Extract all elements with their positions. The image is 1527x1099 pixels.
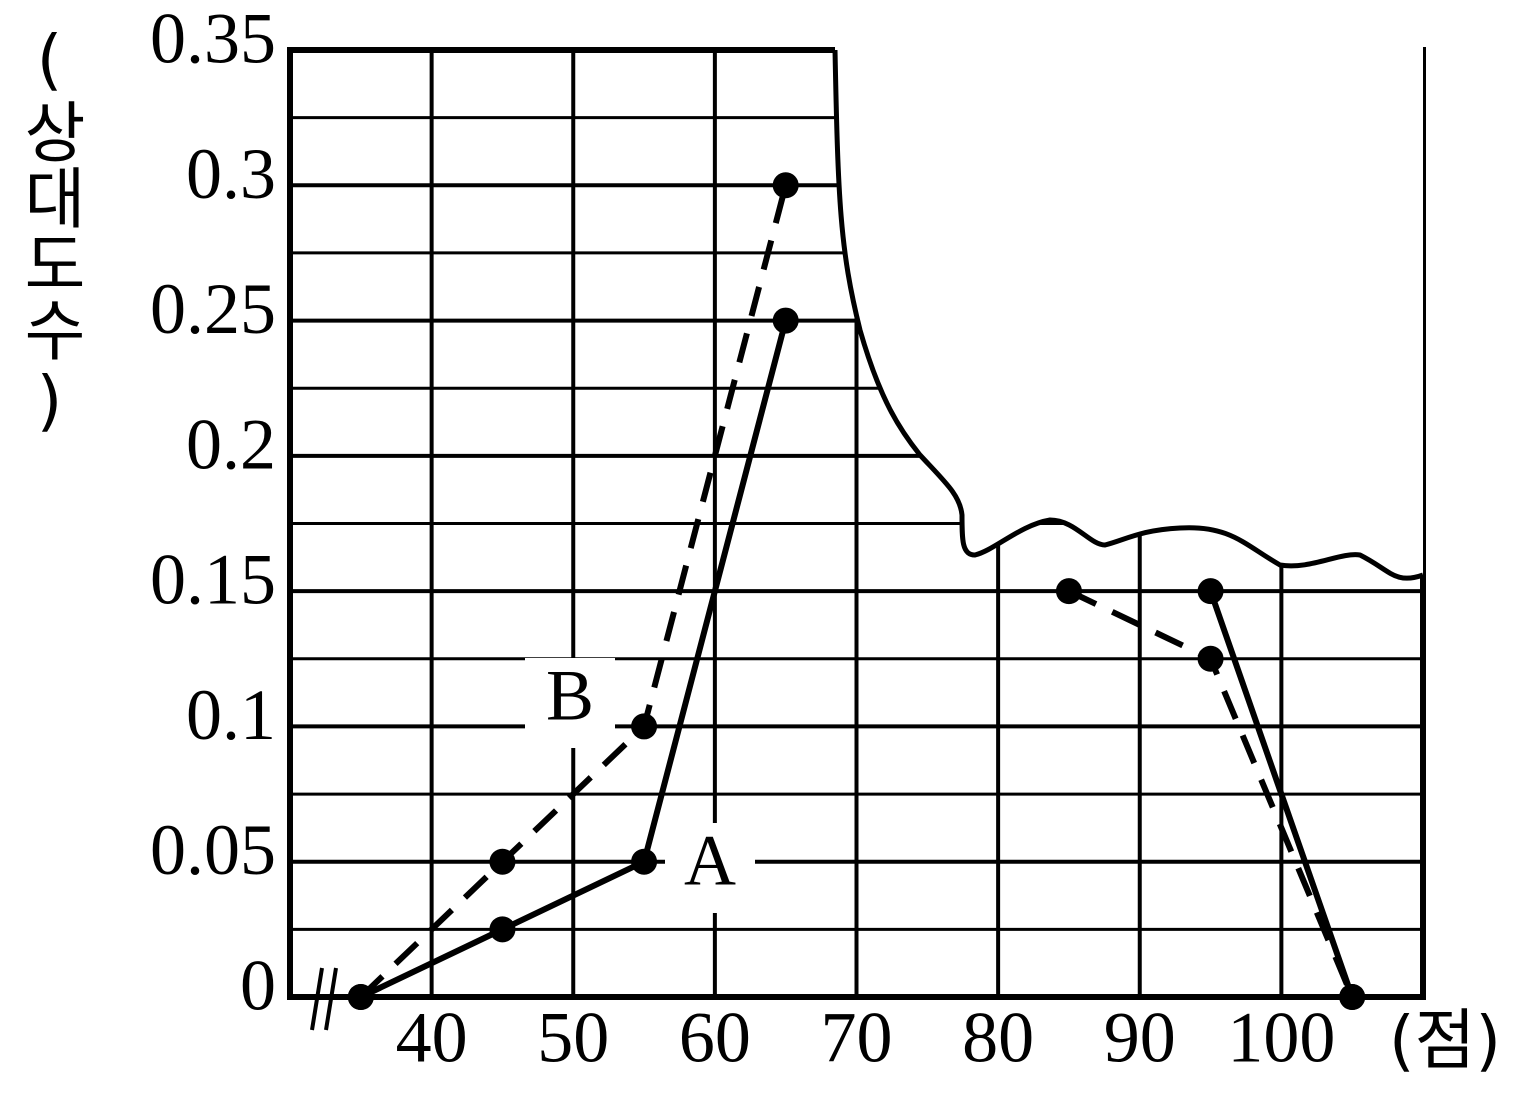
y-tick-label: 0.05 xyxy=(150,810,276,890)
data-point xyxy=(1055,578,1082,605)
y-axis-label: (상대도수) xyxy=(11,21,88,439)
series-label: A xyxy=(684,821,736,901)
x-tick-label: 50 xyxy=(537,998,609,1078)
x-tick-label: 90 xyxy=(1104,998,1176,1078)
data-point xyxy=(1339,984,1366,1010)
y-tick-label: 0.35 xyxy=(150,0,276,79)
data-point xyxy=(631,848,658,875)
y-tick-label: 0.15 xyxy=(150,540,276,620)
data-point xyxy=(631,713,658,740)
series-line xyxy=(1207,590,1356,998)
data-point xyxy=(1197,645,1224,672)
data-point xyxy=(347,984,374,1010)
data-point xyxy=(489,848,516,875)
y-tick-label: 0.1 xyxy=(186,675,276,755)
series-line xyxy=(358,184,789,1000)
label-bg xyxy=(525,658,615,748)
series-line xyxy=(359,319,789,1000)
y-tick-label: 0 xyxy=(240,946,276,1026)
x-tick-label: 80 xyxy=(962,998,1034,1078)
x-tick-label: 100 xyxy=(1227,998,1335,1078)
x-tick-label: 40 xyxy=(396,998,468,1078)
y-tick-label: 0.2 xyxy=(186,404,276,484)
torn-edge xyxy=(832,49,1424,581)
data-point xyxy=(772,307,799,334)
x-tick-label: 70 xyxy=(821,998,893,1078)
torn-cover xyxy=(835,0,1423,579)
data-point xyxy=(772,172,799,199)
x-axis-label: (점) xyxy=(1389,1002,1501,1079)
axis-break xyxy=(310,967,338,1031)
series-label: B xyxy=(546,656,594,736)
x-tick-label: 60 xyxy=(679,998,751,1078)
label-bg xyxy=(665,823,755,913)
y-tick-label: 0.3 xyxy=(186,134,276,214)
data-point xyxy=(489,916,516,943)
data-point xyxy=(1197,578,1224,605)
y-tick-label: 0.25 xyxy=(150,269,276,349)
